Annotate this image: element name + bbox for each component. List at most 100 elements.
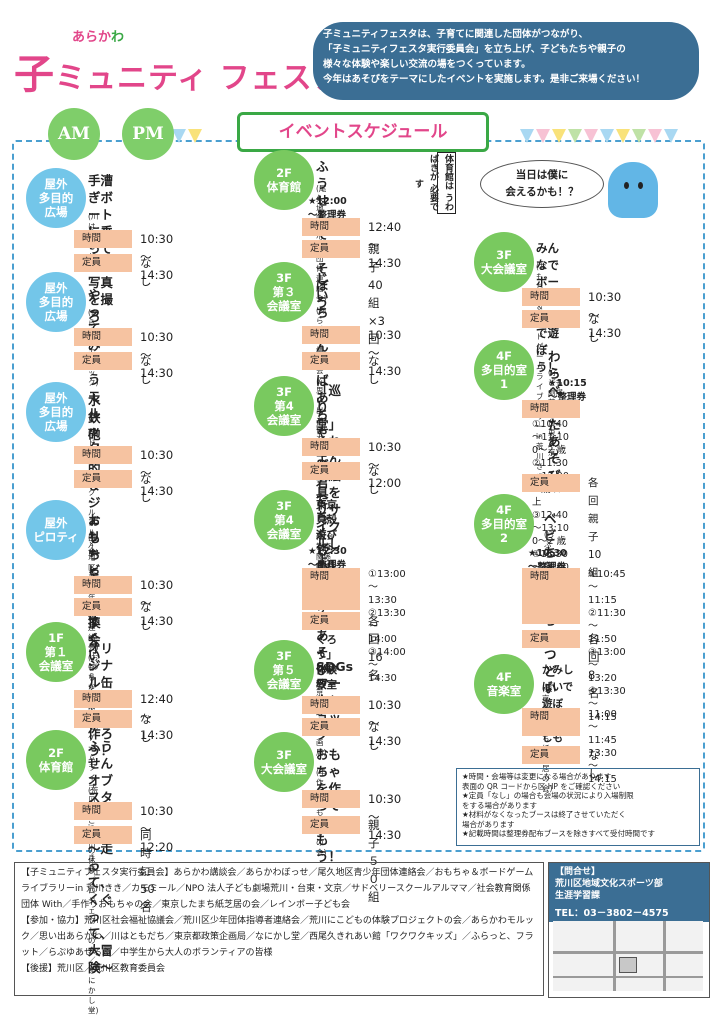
event-organizer: (手作りおもちゃの会) (316, 768, 327, 857)
capacity-value: なし (140, 256, 152, 288)
speech-bubble: 当日は僕に 会えるかも！？ (480, 160, 604, 208)
organizers-box: 【子ミュニティフェスタ実行委員会】あらかわ講談会／あらかわぼっせ／尾久地区青少年… (14, 862, 544, 996)
venue-badge: 屋外 多目的 広場 (26, 168, 86, 228)
capacity-label: 定員 (302, 240, 360, 258)
time-value: 10:30～14:30 (588, 290, 622, 340)
capacity-label: 定員 (302, 462, 360, 480)
time-label: 時間 (302, 438, 360, 456)
event-organizer: (荒川にこどもの体験プロジェクトの会／なにかし堂) (88, 786, 99, 1015)
mascot-icon (608, 162, 658, 218)
time-value: 10:30～14:30 (368, 328, 402, 378)
capacity-label: 定員 (302, 612, 360, 630)
capacity-label: 定員 (74, 470, 132, 488)
capacity-value: なし (140, 354, 152, 386)
committee-list: 【子ミュニティフェスタ実行委員会】あらかわ講談会／あらかわぼっせ／尾久地区青少年… (21, 868, 534, 910)
capacity-value: なし (368, 720, 380, 752)
time-value: 10:30～14:30 (368, 698, 402, 748)
time-label: 時間 (522, 288, 580, 306)
time-label: 時間 (302, 218, 360, 236)
capacity-value: なし (588, 748, 600, 780)
capacity-label: 定員 (302, 816, 360, 834)
logo: 子ミュニティ フェスタ (14, 52, 344, 98)
capacity-label: 定員 (522, 474, 580, 492)
time-label: 時間 (302, 696, 360, 714)
time-value: 10:30～14:30 (140, 330, 174, 380)
time-value: ①13:00～13:30 ②13:30～14:00 ③14:00～14:30 (368, 569, 406, 684)
venue-badge: 3F 大会議室 (254, 732, 314, 792)
time-label: 時間 (302, 790, 360, 808)
time-label: 時間 (74, 690, 132, 708)
venue-badge: 屋外 ピロティ (26, 500, 86, 560)
venue-badge: 4F 多目的室 2 (474, 494, 534, 554)
capacity-value: なし (140, 600, 152, 632)
venue-badge: 1F 第１ 会議室 (26, 622, 86, 682)
venue-badge: 3F 大会議室 (474, 232, 534, 292)
time-label: 時間 (522, 568, 580, 624)
capacity-label: 定員 (522, 310, 580, 328)
capacity-value: なし (368, 354, 380, 386)
capacity-label: 定員 (74, 254, 132, 272)
venue-badge: 2F 体育館 (254, 150, 314, 210)
logo-subtitle: あらかわ (72, 30, 125, 45)
capacity-label: 定員 (74, 710, 132, 728)
time-value: 11:00～11:45 13:30～14:15 (588, 709, 617, 785)
event-title: ふうせんであそぼう (316, 159, 329, 310)
contact-box: 【問合せ】 荒川区地域文化スポーツ部 生涯学習課 TEL：03－3802－457… (548, 862, 710, 998)
time-value: 10:30～12:00 (368, 440, 402, 490)
capacity-value: 各回16名 (368, 614, 383, 682)
time-value: 10:30～14:30 (368, 792, 402, 842)
capacity-value: 親子 40 組×3回 (368, 242, 385, 346)
time-label: 時間 (74, 576, 132, 594)
time-label: 時間 (74, 802, 132, 820)
indoor-shoes-note: 体育館は うわばきが 必要です (413, 152, 456, 214)
location-map (553, 921, 703, 991)
capacity-label: 定員 (302, 352, 360, 370)
capacity-value: なし (588, 312, 600, 344)
capacity-value: 親子５０組 (368, 818, 380, 904)
venue-badge: 4F 多目的室 1 (474, 340, 534, 400)
cooperation-list: 【参加・協力】荒川区社会福祉協議会／荒川区少年団体指導者連絡会／荒川にこどもの体… (21, 916, 534, 958)
time-value: 12:40～14:30 (140, 692, 174, 742)
event-organizer: (あらかわモルック) (88, 308, 99, 387)
capacity-label: 定員 (74, 826, 132, 844)
capacity-value: なし (140, 712, 152, 744)
time-value: 10:30～14:30 (140, 232, 174, 282)
am-badge: AM (48, 108, 100, 160)
time-label: 時間 (302, 568, 360, 610)
capacity-value: なし (140, 472, 152, 504)
venue-badge: 屋外 多目的 広場 (26, 272, 86, 332)
notes-box: ★時間・会場等は変更になる場合があります 表面の QR コードから区 HP をご… (456, 768, 700, 846)
venue-badge: 4F 音楽室 (474, 654, 534, 714)
time-label: 時間 (522, 708, 580, 736)
capacity-label: 定員 (302, 718, 360, 736)
capacity-value: 各回 親子 10 組 (588, 477, 602, 579)
time-label: 時間 (74, 328, 132, 346)
time-label: 時間 (74, 446, 132, 464)
capacity-value: 各回 8 名 (588, 632, 600, 700)
contact-tel: TEL：03－3802－4575 (549, 905, 709, 922)
time-value: 10:30～14:30 (140, 448, 174, 498)
venue-badge: 3F 第4 会議室 (254, 490, 314, 550)
time-label: 時間 (522, 400, 580, 418)
bunting-right (520, 128, 680, 144)
time-label: 時間 (302, 326, 360, 344)
time-value: 12:40～14:30 (368, 220, 402, 270)
venue-badge: 2F 体育館 (26, 730, 86, 790)
capacity-label: 定員 (74, 352, 132, 370)
capacity-label: 定員 (522, 630, 580, 648)
contact-heading: 【問合せ】 荒川区地域文化スポーツ部 生涯学習課 (549, 863, 709, 905)
time-value: 10:30～14:30 (140, 578, 174, 628)
capacity-label: 定員 (74, 598, 132, 616)
venue-badge: 3F 第4 会議室 (254, 376, 314, 436)
capacity-label: 定員 (522, 746, 580, 764)
venue-badge: 3F 第５ 会議室 (254, 640, 314, 700)
venue-badge: 屋外 多目的 広場 (26, 382, 86, 442)
venue-badge: 3F 第３ 会議室 (254, 262, 314, 322)
time-value: ①10:45～11:15 ②11:30～11:50 ③13:00～13:20 ④… (588, 569, 626, 723)
pm-badge: PM (122, 108, 174, 160)
time-value: 10:30～12:20 (140, 804, 174, 854)
schedule-title: イベントスケジュール (237, 112, 489, 152)
capacity-value: なし (368, 464, 380, 496)
capacity-value: 同時に 50 名 (140, 828, 155, 914)
support-list: 【後援】荒川区／荒川区教育委員会 (21, 964, 166, 974)
